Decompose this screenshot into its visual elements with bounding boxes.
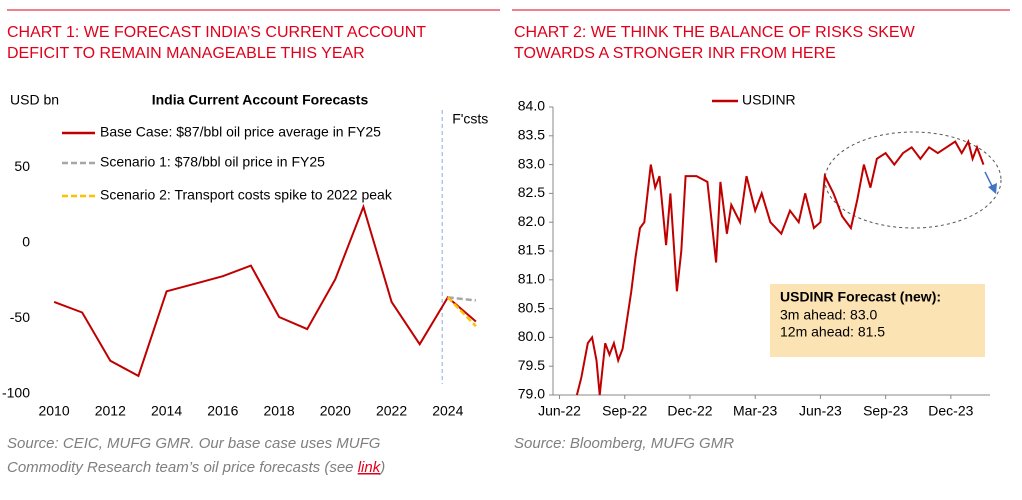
y-tick-label: 81.0 xyxy=(518,271,545,287)
annotation: F'csts xyxy=(452,111,488,127)
heading: TOWARDS A STRONGER INR FROM HERE xyxy=(514,45,836,62)
x-tick-label: Sep-22 xyxy=(602,403,647,419)
box-title: USDINR Forecast (new): xyxy=(780,289,941,305)
arrow-head xyxy=(988,183,997,194)
legend-label: Scenario 1: $78/bbl oil price in FY25 xyxy=(100,154,325,170)
x-tick-label: 2022 xyxy=(376,403,407,419)
source: Commodity Research team’s oil price fore… xyxy=(7,459,385,476)
source-link[interactable]: link xyxy=(358,459,382,476)
forecast-box xyxy=(770,284,985,357)
y-axis-label: USD bn xyxy=(10,92,59,108)
x-tick-label: 2014 xyxy=(151,403,182,419)
y-tick-label: 80.5 xyxy=(518,299,545,315)
box-line: 12m ahead: 81.5 xyxy=(780,324,885,340)
y-tick-label: 79.5 xyxy=(518,357,545,373)
y-tick-label: 0 xyxy=(22,234,30,250)
source-text: Source: CEIC, MUFG GMR. Our base case us… xyxy=(7,435,381,452)
y-tick-label: 82.0 xyxy=(518,213,545,229)
y-tick-label: 81.5 xyxy=(518,242,545,258)
x-tick-label: Sep-23 xyxy=(863,403,908,419)
source: Source: CEIC, MUFG GMR. Our base case us… xyxy=(7,435,381,452)
y-tick-label: 83.5 xyxy=(518,127,545,143)
x-tick-label: 2012 xyxy=(95,403,126,419)
x-tick-label: 2024 xyxy=(432,403,463,419)
series-line xyxy=(447,296,477,302)
y-tick-label: -100 xyxy=(2,385,30,401)
y-tick-label: 79.0 xyxy=(518,386,545,402)
legend-label: Scenario 2: Transport costs spike to 202… xyxy=(100,187,393,203)
arrow xyxy=(984,171,994,189)
y-tick-label: 83.0 xyxy=(518,155,545,171)
series-line xyxy=(446,296,477,327)
x-tick-label: 2016 xyxy=(207,403,238,419)
chart-title: India Current Account Forecasts xyxy=(152,92,369,108)
x-tick-label: Mar-23 xyxy=(733,403,778,419)
x-tick-label: 2018 xyxy=(263,403,294,419)
heading: DEFICIT TO REMAIN MANAGEABLE THIS YEAR xyxy=(7,45,365,62)
x-tick-label: Jun-23 xyxy=(799,403,842,419)
y-tick-label: 82.5 xyxy=(518,184,545,200)
series-line xyxy=(575,138,985,396)
highlight-ellipse xyxy=(824,131,1002,229)
source-text: Commodity Research team’s oil price fore… xyxy=(7,459,358,476)
heading: CHART 2: WE THINK THE BALANCE OF RISKS S… xyxy=(514,24,916,41)
y-tick-label: 80.0 xyxy=(518,328,545,344)
series-line xyxy=(53,203,477,378)
legend-label: USDINR xyxy=(742,92,796,108)
x-tick-label: 2010 xyxy=(38,403,69,419)
x-tick-label: Dec-23 xyxy=(928,403,973,419)
x-tick-label: Dec-22 xyxy=(667,403,712,419)
x-tick-label: Jun-22 xyxy=(538,403,581,419)
source-text: Source: Bloomberg, MUFG GMR xyxy=(514,435,734,452)
x-tick-label: 2020 xyxy=(320,403,351,419)
source: Source: Bloomberg, MUFG GMR xyxy=(514,435,734,452)
y-tick-label: 84.0 xyxy=(518,98,545,114)
y-tick-label: 50 xyxy=(14,158,30,174)
source-text: ) xyxy=(378,459,385,476)
box-line: 3m ahead: 83.0 xyxy=(780,307,878,323)
y-tick-label: -50 xyxy=(10,309,30,325)
legend-label: Base Case: $87/bbl oil price average in … xyxy=(100,124,381,140)
heading: CHART 1: WE FORECAST INDIA’S CURRENT ACC… xyxy=(7,24,426,41)
